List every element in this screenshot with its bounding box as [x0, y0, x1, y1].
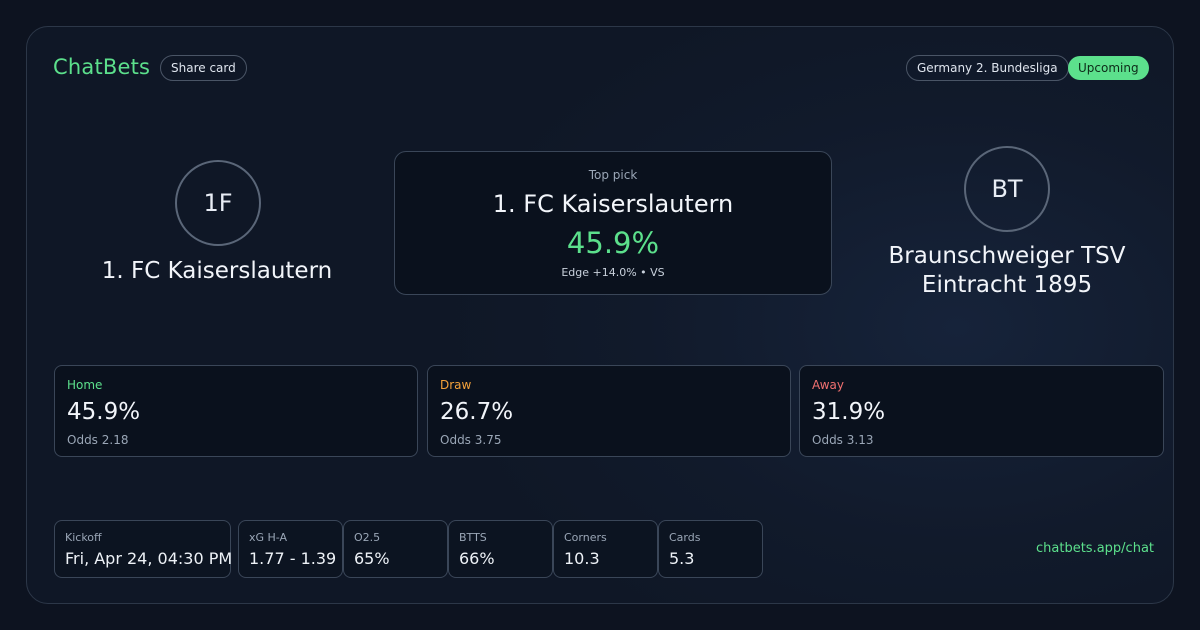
stat-label: Cards: [669, 531, 701, 544]
brand-logo[interactable]: ChatBets: [53, 55, 151, 79]
stat-value: Fri, Apr 24, 04:30 PM: [65, 549, 233, 568]
outcome-label: Draw: [440, 378, 472, 392]
stat-xg: xG H-A 1.77 - 1.39: [238, 520, 343, 578]
outcome-odds: Odds 3.13: [812, 433, 874, 447]
away-team-name-line2: Eintracht 1895: [921, 272, 1093, 298]
stat-value: 65%: [354, 549, 390, 568]
away-team-name-line1: Braunschweiger TSV: [888, 243, 1126, 269]
stat-label: O2.5: [354, 531, 381, 544]
home-team-initials: 1F: [203, 189, 233, 217]
stat-value: 66%: [459, 549, 495, 568]
outcome-probability: 45.9%: [67, 399, 141, 425]
outcome-label: Away: [812, 378, 844, 392]
outcome-probability: 26.7%: [440, 399, 514, 425]
outcome-odds: Odds 3.75: [440, 433, 502, 447]
outcome-card-draw: Draw 26.7% Odds 3.75: [427, 365, 791, 457]
stat-value: 1.77 - 1.39: [249, 549, 337, 568]
stat-label: BTTS: [459, 531, 487, 544]
stat-btts: BTTS 66%: [448, 520, 553, 578]
top-pick-edge: Edge +14.0% • VS: [561, 266, 665, 279]
outcome-card-home: Home 45.9% Odds 2.18: [54, 365, 418, 457]
top-pick-label: Top pick: [588, 168, 638, 182]
stat-value: 5.3: [669, 549, 695, 568]
stat-cards: Cards 5.3: [658, 520, 763, 578]
outcome-probability: 31.9%: [812, 399, 886, 425]
outcome-label: Home: [67, 378, 103, 392]
away-team-crest: BT: [964, 146, 1050, 232]
share-card: ChatBets Share card Germany 2. Bundeslig…: [26, 26, 1174, 604]
outcome-card-away: Away 31.9% Odds 3.13: [799, 365, 1164, 457]
stat-label: xG H-A: [249, 531, 288, 544]
away-team-initials: BT: [991, 175, 1023, 203]
home-team-name: 1. FC Kaiserslautern: [101, 258, 333, 284]
top-pick-probability: 45.9%: [566, 226, 660, 260]
top-pick-panel: Top pick 1. FC Kaiserslautern 45.9% Edge…: [394, 151, 832, 295]
stat-corners: Corners 10.3: [553, 520, 658, 578]
league-badge: Germany 2. Bundesliga: [906, 55, 1069, 81]
home-team-crest: 1F: [175, 160, 261, 246]
status-badge: Upcoming: [1068, 56, 1149, 80]
chat-link[interactable]: chatbets.app/chat: [1036, 541, 1155, 556]
share-card-button[interactable]: Share card: [160, 55, 247, 81]
stat-over-2-5: O2.5 65%: [343, 520, 448, 578]
top-pick-team: 1. FC Kaiserslautern: [492, 190, 734, 218]
away-team-name: Braunschweiger TSV Eintracht 1895: [857, 242, 1157, 300]
stat-value: 10.3: [564, 549, 600, 568]
stat-label: Corners: [564, 531, 607, 544]
outcome-odds: Odds 2.18: [67, 433, 129, 447]
stat-kickoff: Kickoff Fri, Apr 24, 04:30 PM: [54, 520, 233, 578]
stat-label: Kickoff: [65, 531, 102, 544]
